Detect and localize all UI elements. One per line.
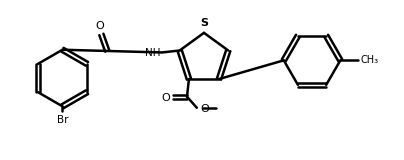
Text: NH: NH [145, 48, 160, 58]
Text: S: S [200, 18, 208, 28]
Text: O: O [95, 20, 104, 31]
Text: Br: Br [57, 115, 68, 125]
Text: O: O [200, 104, 209, 114]
Text: O: O [161, 92, 170, 103]
Text: CH₃: CH₃ [360, 55, 378, 65]
